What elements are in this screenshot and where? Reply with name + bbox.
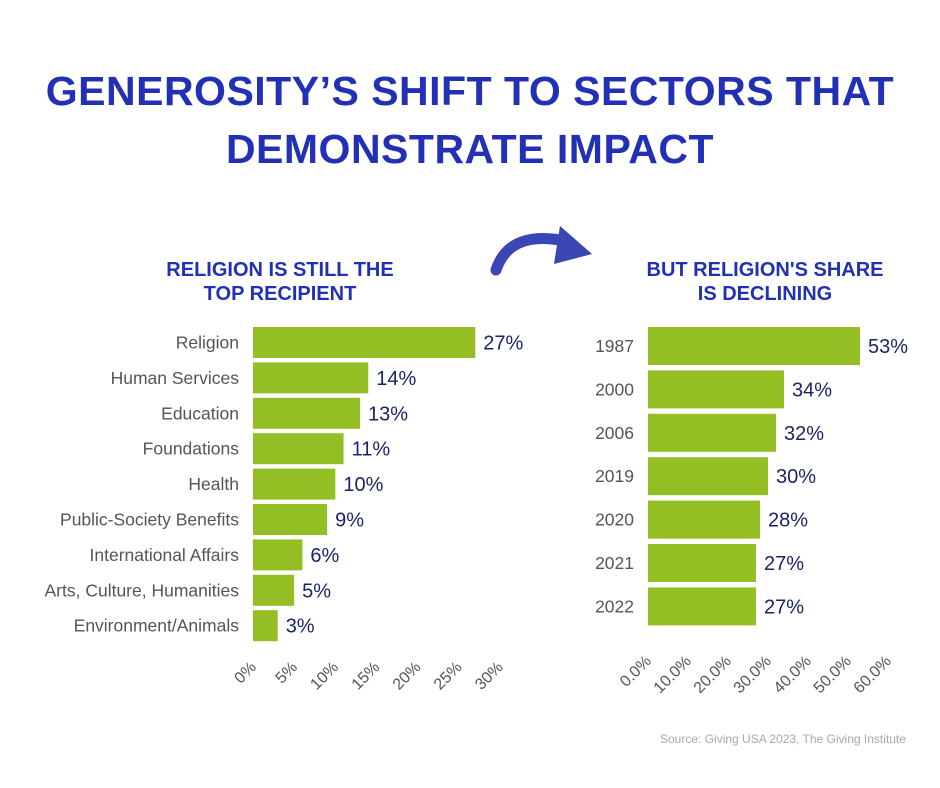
category-label-human-services: Human Services [111, 368, 240, 388]
bar-foundations [253, 433, 344, 465]
right-subtitle-line-2: IS DECLINING [697, 283, 833, 305]
tick-label-10-0: 10.0% [651, 653, 695, 697]
left-chart-subtitle: RELIGION IS STILL THE TOP RECIPIENT [120, 258, 440, 306]
value-label-1987: 53% [868, 336, 908, 358]
bar-religion [253, 327, 476, 358]
category-label-2006: 2006 [595, 423, 634, 443]
source-note: Source: Giving USA 2023, The Giving Inst… [660, 732, 906, 746]
bar-environment-animals [253, 610, 278, 642]
value-label-2021: 27% [764, 553, 804, 575]
category-label-1987: 1987 [595, 336, 634, 356]
tick-label-0-0: 0.0% [617, 653, 655, 691]
value-label-2022: 27% [764, 596, 804, 618]
value-label-2000: 34% [792, 379, 832, 401]
value-label-2006: 32% [784, 423, 824, 445]
bar-international-affairs [253, 539, 303, 571]
title-line-1: GENEROSITY’S SHIFT TO SECTORS THAT [45, 68, 895, 114]
category-label-religion: Religion [176, 333, 239, 353]
value-label-religion: 27% [483, 333, 523, 355]
bar-arts-culture-humanities [253, 574, 295, 606]
value-label-environment-animals: 3% [286, 616, 315, 638]
right-chart-subtitle: BUT RELIGION'S SHARE IS DECLINING [600, 258, 930, 306]
title-line-2: DEMONSTRATE IMPACT [225, 126, 715, 172]
value-label-public-society-benefits: 9% [335, 510, 364, 532]
value-label-human-services: 14% [376, 368, 416, 390]
category-label-2000: 2000 [595, 379, 634, 399]
value-label-2020: 28% [768, 510, 808, 532]
value-label-foundations: 11% [352, 439, 391, 461]
curved-arrow-icon [490, 226, 592, 276]
category-label-international-affairs: International Affairs [90, 545, 240, 565]
tick-label-50-0: 50.0% [811, 653, 855, 697]
bar-2022 [648, 587, 756, 626]
right-subtitle-line-1: BUT RELIGION'S SHARE [646, 259, 884, 281]
category-label-foundations: Foundations [143, 439, 240, 459]
bar-2019 [648, 457, 768, 496]
tick-label-20-0: 20.0% [691, 653, 735, 697]
value-label-2019: 30% [776, 466, 816, 488]
bar-2006 [648, 413, 776, 452]
value-label-health: 10% [343, 474, 383, 496]
bar-human-services [253, 362, 369, 394]
value-label-education: 13% [368, 403, 408, 425]
category-label-2019: 2019 [595, 466, 634, 486]
bar-2021 [648, 544, 756, 582]
category-label-2021: 2021 [595, 553, 634, 573]
page-title: GENEROSITY’S SHIFT TO SECTORS THAT DEMON… [0, 62, 940, 178]
tick-label-60-0: 60.0% [851, 653, 895, 697]
bar-education [253, 397, 361, 429]
bar-public-society-benefits [253, 504, 328, 535]
category-label-public-society-benefits: Public-Society Benefits [60, 510, 239, 530]
category-label-2022: 2022 [595, 596, 634, 616]
value-label-arts-culture-humanities: 5% [302, 580, 331, 602]
bar-2000 [648, 370, 784, 409]
left-subtitle-line-2: TOP RECIPIENT [203, 283, 357, 305]
bar-1987 [648, 327, 860, 365]
category-label-2020: 2020 [595, 510, 634, 530]
bar-2020 [648, 500, 760, 539]
category-label-health: Health [188, 474, 239, 494]
category-label-environment-animals: Environment/Animals [74, 616, 240, 636]
category-label-arts-culture-humanities: Arts, Culture, Humanities [44, 580, 239, 600]
bar-health [253, 468, 336, 500]
value-label-international-affairs: 6% [310, 545, 339, 567]
tick-label-40-0: 40.0% [771, 653, 815, 697]
left-subtitle-line-1: RELIGION IS STILL THE [166, 259, 394, 281]
category-label-education: Education [161, 403, 239, 423]
tick-label-30-0: 30.0% [731, 653, 775, 697]
